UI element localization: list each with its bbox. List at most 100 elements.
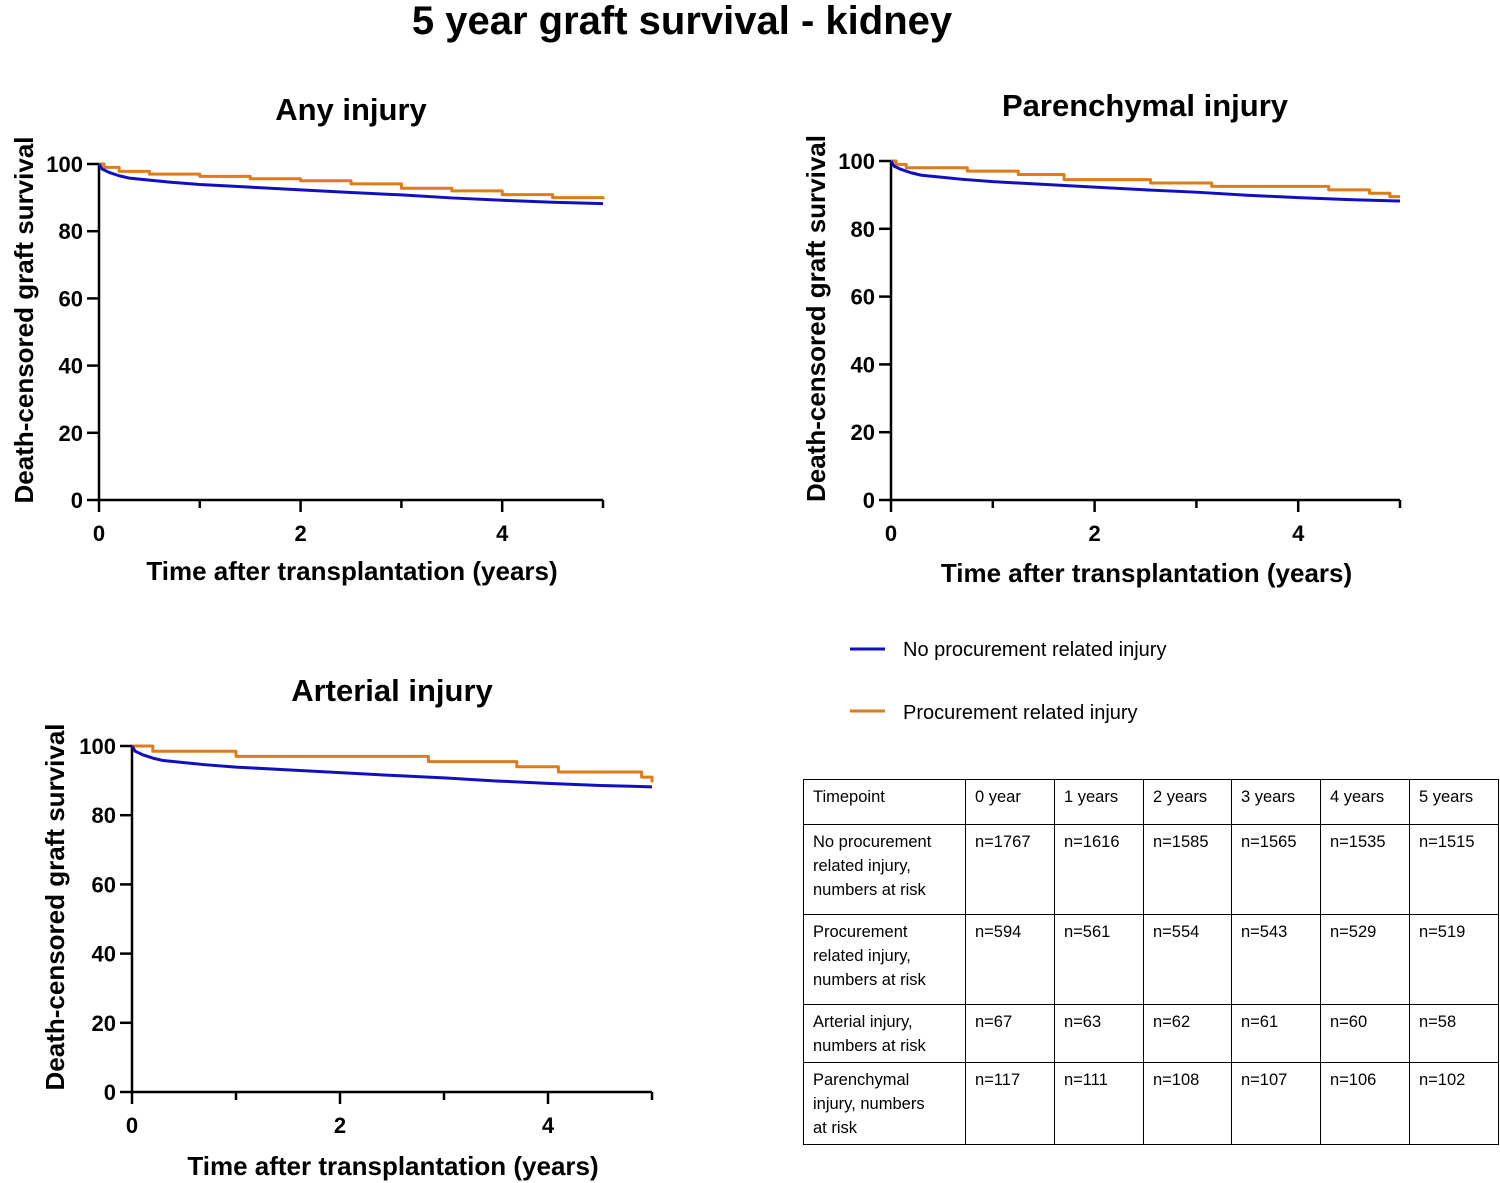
risk-table-row: Procurement related injury, numbers at ris… xyxy=(803,914,1499,1005)
risk-table-cell: n=117 xyxy=(965,1062,1055,1145)
chart-parenchymal-x-tick-label: 4 xyxy=(1292,521,1305,546)
figure-title: 5 year graft survival - kidney xyxy=(412,0,953,43)
chart-arterial-x-tick-label: 0 xyxy=(126,1113,138,1138)
risk-table-row-label-line: related injury, xyxy=(813,947,911,965)
chart-arterial-y-tick-label: 100 xyxy=(79,734,116,759)
chart-arterial-y-tick-label: 60 xyxy=(92,872,116,897)
chart-arterial-series-injury xyxy=(132,744,654,783)
risk-table-cell: n=60 xyxy=(1320,1004,1410,1063)
chart-parenchymal-x-tick-label: 0 xyxy=(885,521,897,546)
chart-arterial-y-tick-label: 40 xyxy=(92,942,116,967)
panel-arterial-injury: Arterial injury 0 20 40 60 80 100 0 2 4 Time after… xyxy=(40,673,654,1181)
risk-table-row-label-line: Procurement xyxy=(813,923,908,941)
risk-table-row-label-line: numbers at risk xyxy=(813,971,926,989)
chart-parenchymal-y-tick-label: 60 xyxy=(851,285,875,310)
risk-table-header-cell: 4 years xyxy=(1320,779,1410,825)
chart-arterial-x-tick-label: 2 xyxy=(334,1113,346,1138)
chart-parenchymal-y-tick-label: 80 xyxy=(851,217,875,242)
risk-table-cell: n=1616 xyxy=(1054,824,1144,915)
risk-table-header-cell: Timepoint xyxy=(803,779,966,825)
legend-label-injury: Procurement related injury xyxy=(903,702,1138,724)
risk-table-cell: n=529 xyxy=(1320,914,1410,1005)
chart-arterial-series-no-injury xyxy=(130,745,653,789)
risk-table-cell: n=561 xyxy=(1054,914,1144,1005)
chart-parenchymal-y-tick-label: 40 xyxy=(851,352,875,377)
risk-table-row-label-line: numbers at risk xyxy=(813,881,926,899)
chart-any-x-tick-label: 0 xyxy=(93,521,105,546)
risk-table-cell: n=58 xyxy=(1409,1004,1499,1063)
chart-parenchymal-x-tick-label: 2 xyxy=(1088,521,1100,546)
risk-table-cell: n=1515 xyxy=(1409,824,1499,915)
chart-any-series-injury xyxy=(99,162,605,200)
risk-table-row-label: Parenchymal injury, numbers at risk xyxy=(803,1062,966,1145)
chart-parenchymal-y-tick-label: 100 xyxy=(838,149,875,174)
chart-any-title: Any injury xyxy=(275,92,427,127)
legend: No procurement related injury Procuremen… xyxy=(850,639,1166,724)
legend-label-no-injury: No procurement related injury xyxy=(903,639,1166,661)
chart-arterial-x-axis-label: Time after transplantation (years) xyxy=(187,1151,598,1181)
risk-table-cell: n=1535 xyxy=(1320,824,1410,915)
risk-table-cell: n=1585 xyxy=(1143,824,1232,915)
risk-table-cell: n=106 xyxy=(1320,1062,1410,1145)
risk-table-cell: n=519 xyxy=(1409,914,1499,1005)
chart-arterial-title: Arterial injury xyxy=(291,673,493,708)
chart-parenchymal-y-axis-label: Death-censored graft survival xyxy=(801,135,831,502)
chart-any-series-no-injury xyxy=(97,163,604,206)
risk-table-row-label-line: injury, numbers xyxy=(813,1095,925,1113)
chart-parenchymal-title: Parenchymal injury xyxy=(1002,88,1289,123)
risk-table-cell: n=554 xyxy=(1143,914,1232,1005)
chart-any-x-tick-label: 2 xyxy=(294,521,306,546)
chart-any-y-tick-label: 100 xyxy=(46,152,83,177)
chart-any-y-tick-label: 80 xyxy=(59,219,83,244)
chart-parenchymal-series-injury xyxy=(891,159,1400,199)
risk-table-cell: n=543 xyxy=(1231,914,1321,1005)
risk-table-cell: n=63 xyxy=(1054,1004,1144,1063)
risk-table-row-label-line: Parenchymal xyxy=(813,1071,910,1089)
risk-table-header-cell: 1 years xyxy=(1054,779,1144,825)
numbers-at-risk-table: Timepoint 0 year 1 years 2 years 3 years 4 ye… xyxy=(803,779,1499,1145)
chart-arterial-x-tick-label: 4 xyxy=(542,1113,555,1138)
risk-table-row-label-line: Arterial injury, xyxy=(813,1013,913,1031)
chart-parenchymal-series-no-injury xyxy=(889,160,1401,203)
chart-parenchymal-y-tick-label: 20 xyxy=(851,420,875,445)
risk-table-cell: n=594 xyxy=(965,914,1055,1005)
panel-any-injury: Any injury 0 20 40 60 80 100 0 2 4 Time after tran… xyxy=(9,92,605,586)
chart-arterial-y-tick-label: 80 xyxy=(92,803,116,828)
risk-table-cell: n=62 xyxy=(1143,1004,1232,1063)
chart-any-x-axis-label: Time after transplantation (years) xyxy=(146,556,557,586)
chart-parenchymal-y-tick-label: 0 xyxy=(863,488,875,513)
risk-table-header-cell: 3 years xyxy=(1231,779,1321,825)
chart-any-y-tick-label: 20 xyxy=(59,421,83,446)
risk-table-row-label-line: at risk xyxy=(813,1119,858,1137)
risk-table-row: Parenchymal injury, numbers at risk n=117 n=… xyxy=(803,1062,1499,1145)
chart-any-y-axis-label: Death-censored graft survival xyxy=(9,136,39,503)
chart-arterial-y-axis-label: Death-censored graft survival xyxy=(40,723,70,1090)
risk-table-header-cell: 0 year xyxy=(965,779,1055,825)
chart-parenchymal-x-axis-label: Time after transplantation (years) xyxy=(941,558,1352,588)
chart-any-y-tick-label: 60 xyxy=(59,286,83,311)
risk-table-row: Arterial injury, numbers at risk n=67 n=63 n… xyxy=(803,1004,1499,1063)
chart-arterial-y-tick-label: 0 xyxy=(104,1080,116,1105)
risk-table-cell: n=1767 xyxy=(965,824,1055,915)
panel-parenchymal-injury: Parenchymal injury 0 20 40 60 80 100 0 2 4 Time af… xyxy=(801,88,1402,588)
risk-table-cell: n=107 xyxy=(1231,1062,1321,1145)
chart-any-y-tick-label: 0 xyxy=(71,488,83,513)
risk-table-cell: n=1565 xyxy=(1231,824,1321,915)
risk-table-row-label: Arterial injury, numbers at risk xyxy=(803,1004,966,1063)
risk-table-row-label-line: numbers at risk xyxy=(813,1037,926,1055)
risk-table-row-label: No procurement related injury, numbers at … xyxy=(803,824,966,915)
risk-table-row-label-line: related injury, xyxy=(813,857,911,875)
risk-table-cell: n=111 xyxy=(1054,1062,1144,1145)
chart-any-x-tick-label: 4 xyxy=(496,521,509,546)
risk-table-header-cell: 5 years xyxy=(1409,779,1499,825)
risk-table-cell: n=61 xyxy=(1231,1004,1321,1063)
risk-table-row: No procurement related injury, numbers at … xyxy=(803,824,1499,915)
risk-table-row-label-line: No procurement xyxy=(813,833,932,851)
risk-table-header-cell: 2 years xyxy=(1143,779,1232,825)
risk-table-header-row: Timepoint 0 year 1 years 2 years 3 years 4 ye… xyxy=(803,779,1499,825)
risk-table-cell: n=102 xyxy=(1409,1062,1499,1145)
chart-arterial-y-tick-label: 20 xyxy=(92,1011,116,1036)
risk-table-row-label: Procurement related injury, numbers at ris… xyxy=(803,914,966,1005)
risk-table-cell: n=108 xyxy=(1143,1062,1232,1145)
